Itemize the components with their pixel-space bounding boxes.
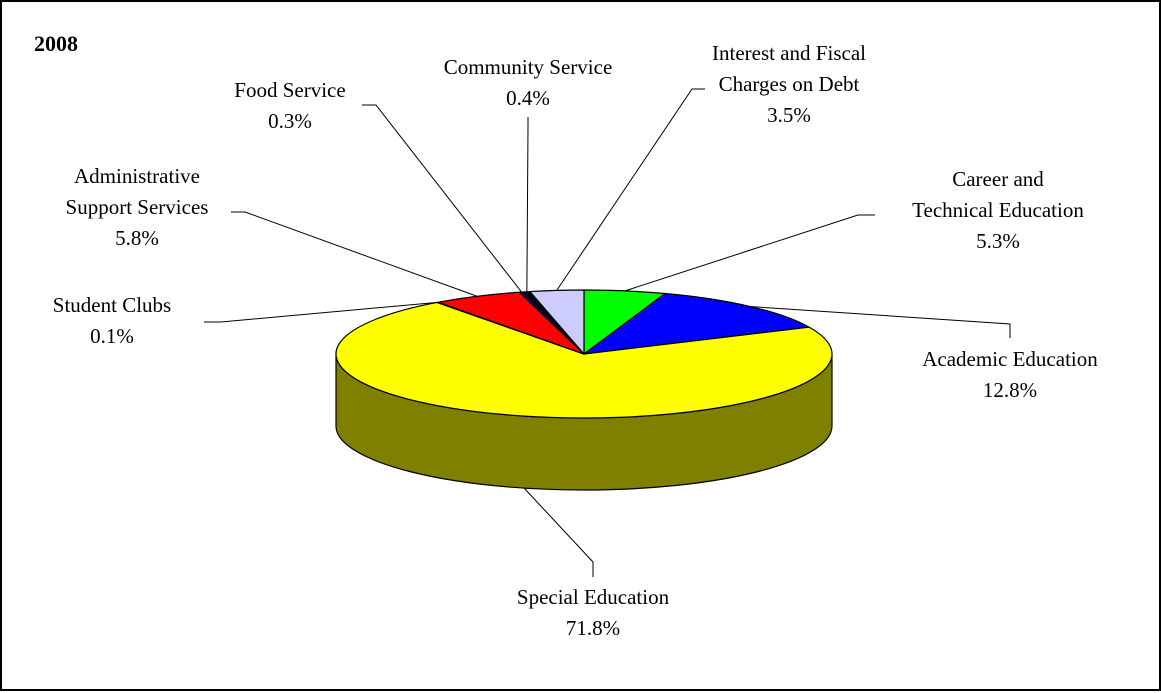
chart-title: 2008 bbox=[34, 31, 78, 56]
slice-value-administrative-support-services: 5.8% bbox=[115, 226, 159, 250]
leader-lines bbox=[204, 88, 1011, 577]
leader-line-academic-education bbox=[750, 306, 1011, 338]
leader-line-community-service bbox=[526, 117, 529, 292]
slice-label-interest-and-fiscal-charges-on-debt: Charges on Debt bbox=[719, 72, 860, 96]
leader-line-special-education bbox=[523, 487, 594, 577]
slice-labels: Career and Technical Education 5.3% Academi… bbox=[53, 41, 1098, 640]
slice-value-special-education: 71.8% bbox=[566, 616, 620, 640]
leader-line-food-service bbox=[362, 104, 522, 293]
leader-line-career-and-technical-education bbox=[624, 214, 875, 292]
slice-label-career-and-technical-education: Technical Education bbox=[912, 198, 1084, 222]
slice-label-food-service: Food Service bbox=[234, 78, 345, 102]
slice-value-academic-education: 12.8% bbox=[983, 378, 1037, 402]
slice-value-community-service: 0.4% bbox=[506, 86, 550, 110]
slice-value-food-service: 0.3% bbox=[268, 109, 312, 133]
pie-slice-interest-and-fiscal-charges-on-debt bbox=[529, 289, 585, 355]
slice-value-career-and-technical-education: 5.3% bbox=[976, 229, 1020, 253]
slice-value-interest-and-fiscal-charges-on-debt: 3.5% bbox=[767, 103, 811, 127]
leader-line-administrative-support-services bbox=[231, 211, 478, 297]
slice-label-academic-education: Academic Education bbox=[922, 347, 1098, 371]
slice-label-special-education: Special Education bbox=[517, 585, 670, 609]
slice-label-administrative-support-services: Support Services bbox=[66, 195, 209, 219]
leader-line-student-clubs bbox=[204, 301, 438, 323]
pie-slices bbox=[335, 289, 833, 419]
slice-value-student-clubs: 0.1% bbox=[90, 324, 134, 348]
slice-label-community-service: Community Service bbox=[444, 55, 613, 79]
slice-label-interest-and-fiscal-charges-on-debt: Interest and Fiscal bbox=[712, 41, 866, 65]
pie-slice-special-education bbox=[335, 301, 833, 419]
leader-line-interest-and-fiscal-charges-on-debt bbox=[556, 88, 705, 291]
slice-label-administrative-support-services: Administrative bbox=[74, 164, 200, 188]
slice-label-career-and-technical-education: Career and bbox=[952, 167, 1044, 191]
slice-label-student-clubs: Student Clubs bbox=[53, 293, 171, 317]
